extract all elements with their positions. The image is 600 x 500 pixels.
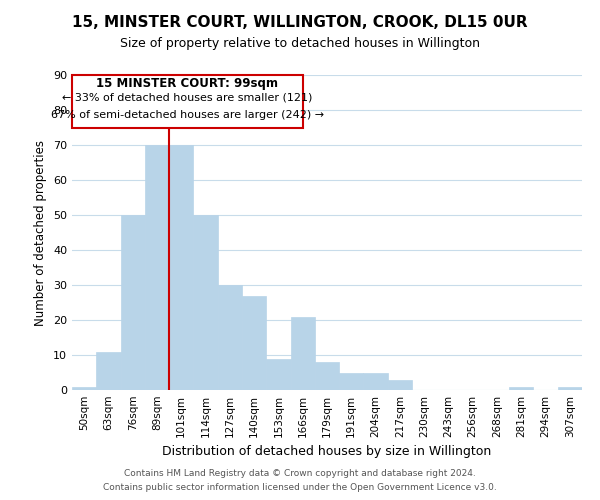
Text: Contains public sector information licensed under the Open Government Licence v3: Contains public sector information licen… (103, 484, 497, 492)
Bar (339, 372, 364, 390)
Bar (193, 215, 218, 390)
FancyBboxPatch shape (72, 75, 303, 128)
Text: 15, MINSTER COURT, WILLINGTON, CROOK, DL15 0UR: 15, MINSTER COURT, WILLINGTON, CROOK, DL… (72, 15, 528, 30)
Bar (169, 145, 193, 390)
Text: Contains HM Land Registry data © Crown copyright and database right 2024.: Contains HM Land Registry data © Crown c… (124, 468, 476, 477)
Bar (290, 316, 315, 390)
Text: 15 MINSTER COURT: 99sqm: 15 MINSTER COURT: 99sqm (97, 77, 278, 90)
Text: ← 33% of detached houses are smaller (121): ← 33% of detached houses are smaller (12… (62, 93, 313, 103)
Bar (218, 285, 242, 390)
Bar (242, 296, 266, 390)
Bar (72, 386, 96, 390)
X-axis label: Distribution of detached houses by size in Willington: Distribution of detached houses by size … (163, 446, 491, 458)
Text: 67% of semi-detached houses are larger (242) →: 67% of semi-detached houses are larger (… (51, 110, 324, 120)
Bar (364, 372, 388, 390)
Bar (266, 358, 290, 390)
Bar (96, 352, 121, 390)
Bar (145, 145, 169, 390)
Text: Size of property relative to detached houses in Willington: Size of property relative to detached ho… (120, 38, 480, 51)
Bar (121, 215, 145, 390)
Bar (315, 362, 339, 390)
Y-axis label: Number of detached properties: Number of detached properties (34, 140, 47, 326)
Bar (509, 386, 533, 390)
Bar (388, 380, 412, 390)
Bar (558, 386, 582, 390)
